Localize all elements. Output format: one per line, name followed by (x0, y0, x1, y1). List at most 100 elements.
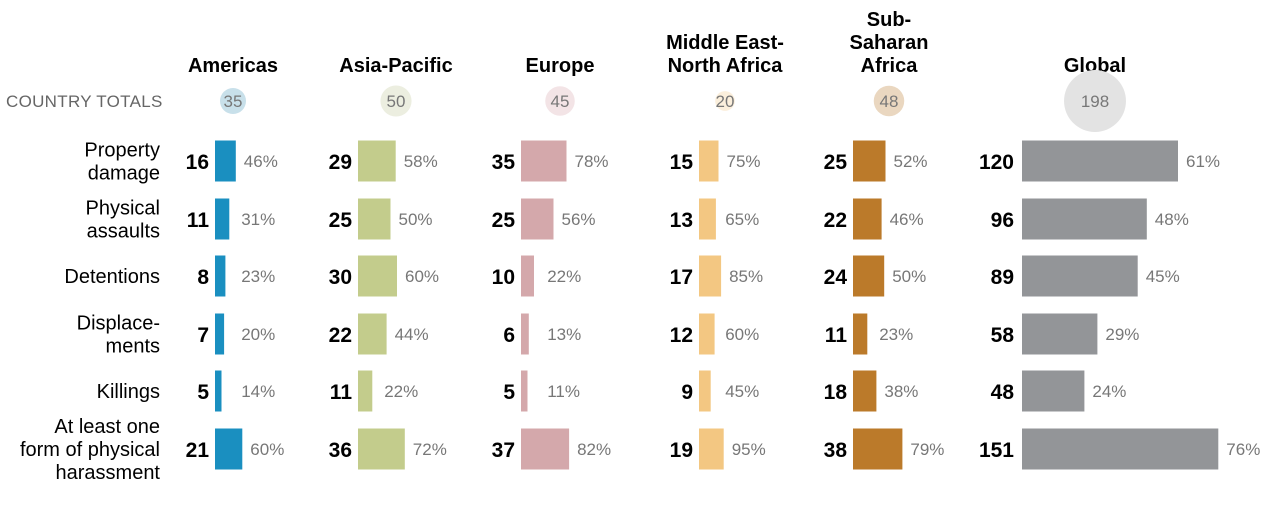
count-label: 15 (670, 151, 694, 174)
percent-label: 50% (892, 267, 926, 286)
bar (1022, 198, 1147, 240)
total-label: 48 (880, 92, 899, 111)
percent-label: 85% (729, 267, 763, 286)
percent-label: 82% (577, 440, 611, 459)
count-label: 19 (670, 439, 693, 462)
bar (215, 140, 236, 182)
count-label: 22 (824, 209, 847, 232)
total-label: 35 (224, 92, 243, 111)
category-label: Property (84, 140, 160, 162)
percent-label: 20% (241, 325, 275, 344)
percent-label: 29% (1105, 325, 1139, 344)
percent-label: 60% (250, 440, 284, 459)
count-label: 17 (670, 266, 693, 289)
count-label: 10 (492, 266, 515, 289)
count-label: 38 (824, 439, 848, 462)
category-label: At least one (54, 416, 160, 438)
total-circle (715, 91, 735, 111)
bar (358, 198, 391, 240)
count-label: 89 (991, 266, 1014, 289)
count-label: 48 (991, 381, 1015, 404)
category-label: Killings (97, 381, 160, 403)
percent-label: 72% (413, 440, 447, 459)
bar (521, 140, 567, 182)
category-label: assaults (87, 221, 160, 243)
category-label: Displace- (77, 313, 160, 335)
bar (699, 255, 722, 297)
percent-label: 11% (547, 382, 580, 401)
count-label: 24 (824, 266, 848, 289)
total-label: 45 (551, 92, 570, 111)
percent-label: 45% (1146, 267, 1180, 286)
total-circle (873, 85, 905, 117)
count-label: 8 (197, 266, 209, 289)
bar (358, 370, 373, 412)
percent-label: 95% (732, 440, 766, 459)
bar (521, 255, 534, 297)
bar (1022, 313, 1098, 355)
bar (1022, 255, 1138, 297)
category-label: damage (88, 163, 160, 185)
percent-label: 23% (241, 267, 275, 286)
bar (853, 198, 882, 240)
bar (521, 198, 554, 240)
bar (215, 370, 222, 412)
percent-label: 65% (725, 210, 759, 229)
percent-label: 46% (890, 210, 924, 229)
percent-label: 61% (1186, 152, 1220, 171)
count-label: 30 (329, 266, 352, 289)
count-label: 25 (492, 209, 516, 232)
count-label: 25 (824, 151, 848, 174)
count-label: 37 (492, 439, 515, 462)
region-header: Global (1064, 55, 1126, 77)
count-label: 5 (197, 381, 209, 404)
region-header: Sub- (867, 9, 911, 31)
percent-label: 46% (244, 152, 278, 171)
count-label: 16 (186, 151, 209, 174)
bar (215, 428, 243, 470)
percent-label: 31% (241, 210, 275, 229)
count-label: 29 (329, 151, 352, 174)
count-label: 58 (991, 324, 1015, 347)
percent-label: 23% (879, 325, 913, 344)
percent-label: 78% (575, 152, 609, 171)
count-label: 11 (330, 381, 353, 404)
percent-label: 48% (1155, 210, 1189, 229)
count-label: 5 (503, 381, 515, 404)
bar (853, 370, 877, 412)
bar (358, 428, 405, 470)
percent-label: 76% (1226, 440, 1260, 459)
percent-label: 60% (725, 325, 759, 344)
bar (853, 428, 903, 470)
bar (853, 313, 868, 355)
count-label: 25 (329, 209, 353, 232)
region-header: Africa (861, 55, 919, 77)
category-label: ments (106, 336, 160, 358)
count-label: 13 (670, 209, 693, 232)
bar (521, 428, 570, 470)
region-header: Middle East- (666, 32, 784, 54)
region-header: Asia-Pacific (339, 55, 452, 77)
bar (699, 140, 719, 182)
country-totals-label: COUNTRY TOTALS (6, 92, 163, 111)
count-label: 151 (979, 439, 1014, 462)
bar (853, 140, 886, 182)
total-circle (380, 85, 412, 117)
count-label: 6 (503, 324, 515, 347)
total-label: 50 (387, 92, 406, 111)
percent-label: 45% (725, 382, 759, 401)
bar (521, 370, 528, 412)
count-label: 7 (197, 324, 209, 347)
bar (1022, 428, 1219, 470)
region-header: North Africa (668, 55, 784, 77)
count-label: 22 (329, 324, 352, 347)
count-label: 36 (329, 439, 352, 462)
category-label: form of physical (20, 439, 160, 461)
bar (1022, 140, 1178, 182)
total-label: 198 (1081, 92, 1109, 111)
total-label: 20 (716, 92, 735, 111)
category-label: Detentions (64, 266, 160, 288)
count-label: 11 (187, 209, 210, 232)
count-label: 21 (186, 439, 210, 462)
